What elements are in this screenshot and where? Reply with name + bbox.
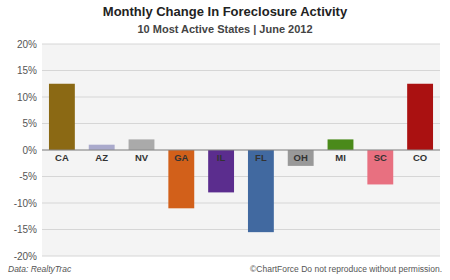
y-tick-label: 15% — [17, 65, 37, 76]
grid-line — [42, 256, 440, 257]
category-label: CO — [413, 152, 427, 163]
y-tick-label: 0% — [23, 145, 38, 156]
subtitle: 10 Most Active States | June 2012 — [137, 23, 312, 35]
bar — [129, 139, 155, 150]
bar — [89, 145, 115, 150]
y-tick-label: -20% — [14, 251, 37, 262]
category-label: SC — [374, 152, 387, 163]
y-tick-label: 20% — [17, 39, 37, 50]
category-label: MI — [335, 152, 346, 163]
grid-line — [42, 150, 440, 151]
category-label: FL — [255, 152, 267, 163]
bar — [248, 150, 274, 232]
y-tick-label: -5% — [19, 171, 37, 182]
y-tick-label: 5% — [23, 118, 38, 129]
y-tick-label: -15% — [14, 224, 37, 235]
footer-note: Data: RealtyTrac — [8, 264, 72, 274]
bar — [407, 84, 433, 150]
category-label: NV — [135, 152, 149, 163]
bar — [168, 150, 194, 208]
chart: Monthly Change In Foreclosure Activity 10… — [0, 0, 450, 280]
plot-area — [42, 44, 440, 256]
grid-line — [42, 70, 440, 71]
bar — [367, 150, 393, 184]
bar — [49, 84, 75, 150]
y-tick-label: 10% — [17, 92, 37, 103]
grid-line — [42, 123, 440, 124]
category-label: OH — [294, 152, 308, 163]
grid-line — [42, 229, 440, 230]
y-tick-label: -10% — [14, 198, 37, 209]
grid-line — [42, 203, 440, 204]
bar — [288, 150, 314, 166]
grid — [42, 44, 440, 256]
category-label: IL — [217, 152, 226, 163]
category-label: AZ — [95, 152, 108, 163]
bar — [328, 139, 354, 150]
bars — [49, 84, 433, 232]
category-label: CA — [55, 152, 69, 163]
title: Monthly Change In Foreclosure Activity — [103, 4, 348, 19]
grid-line — [42, 44, 440, 45]
grid-line — [42, 97, 440, 98]
zero-line — [42, 150, 440, 151]
bar — [208, 150, 234, 192]
x-axis: CA AZ NV GA IL FL OH MI SC CO — [55, 152, 427, 163]
category-label: GA — [174, 152, 188, 163]
footer-note: ©ChartForce Do not reproduce without per… — [250, 264, 442, 274]
y-axis: -20% -15% -10% -5% 0% 5% 10% 15% 20% — [14, 39, 37, 262]
